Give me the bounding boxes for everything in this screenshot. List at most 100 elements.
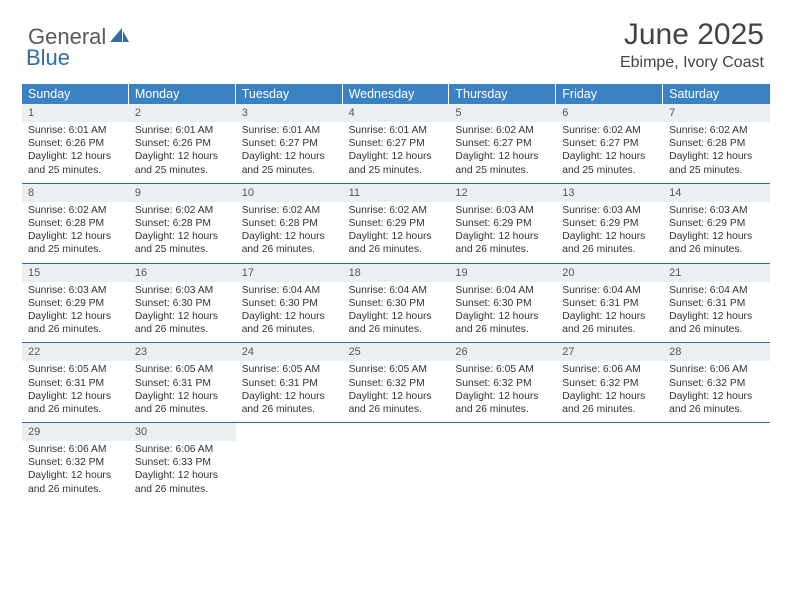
day-number: 7 (663, 104, 770, 122)
sunset-line: Sunset: 6:28 PM (28, 217, 123, 230)
calendar-row: 29Sunrise: 6:06 AMSunset: 6:32 PMDayligh… (22, 423, 770, 502)
calendar-cell-empty (343, 423, 450, 502)
daylight-line: Daylight: 12 hours and 25 minutes. (135, 230, 230, 256)
sunrise-line: Sunrise: 6:02 AM (135, 204, 230, 217)
calendar-cell: 8Sunrise: 6:02 AMSunset: 6:28 PMDaylight… (22, 184, 129, 263)
sunrise-line: Sunrise: 6:03 AM (135, 284, 230, 297)
sunrise-line: Sunrise: 6:04 AM (455, 284, 550, 297)
brand-sail-icon (108, 26, 130, 47)
day-number: 29 (22, 423, 129, 441)
daylight-line: Daylight: 12 hours and 25 minutes. (242, 150, 337, 176)
daylight-line: Daylight: 12 hours and 26 minutes. (28, 390, 123, 416)
daylight-line: Daylight: 12 hours and 26 minutes. (28, 469, 123, 495)
calendar-header-cell: Wednesday (343, 84, 450, 104)
sunrise-line: Sunrise: 6:03 AM (28, 284, 123, 297)
calendar-header-cell: Tuesday (236, 84, 343, 104)
sunrise-line: Sunrise: 6:02 AM (455, 124, 550, 137)
calendar-cell: 9Sunrise: 6:02 AMSunset: 6:28 PMDaylight… (129, 184, 236, 263)
cell-body: Sunrise: 6:05 AMSunset: 6:32 PMDaylight:… (449, 363, 556, 416)
daylight-line: Daylight: 12 hours and 26 minutes. (349, 310, 444, 336)
cell-body: Sunrise: 6:02 AMSunset: 6:29 PMDaylight:… (343, 204, 450, 257)
calendar-cell: 28Sunrise: 6:06 AMSunset: 6:32 PMDayligh… (663, 343, 770, 422)
daylight-line: Daylight: 12 hours and 26 minutes. (455, 230, 550, 256)
header: General Blue June 2025 Ebimpe, Ivory Coa… (0, 0, 792, 78)
sunset-line: Sunset: 6:28 PM (135, 217, 230, 230)
calendar-cell: 7Sunrise: 6:02 AMSunset: 6:28 PMDaylight… (663, 104, 770, 183)
calendar-row: 15Sunrise: 6:03 AMSunset: 6:29 PMDayligh… (22, 264, 770, 344)
day-number: 1 (22, 104, 129, 122)
daylight-line: Daylight: 12 hours and 25 minutes. (562, 150, 657, 176)
calendar-cell: 3Sunrise: 6:01 AMSunset: 6:27 PMDaylight… (236, 104, 343, 183)
day-number: 4 (343, 104, 450, 122)
sunrise-line: Sunrise: 6:02 AM (562, 124, 657, 137)
cell-body: Sunrise: 6:02 AMSunset: 6:27 PMDaylight:… (449, 124, 556, 177)
cell-body: Sunrise: 6:02 AMSunset: 6:28 PMDaylight:… (22, 204, 129, 257)
sunrise-line: Sunrise: 6:06 AM (135, 443, 230, 456)
calendar-cell: 24Sunrise: 6:05 AMSunset: 6:31 PMDayligh… (236, 343, 343, 422)
daylight-line: Daylight: 12 hours and 26 minutes. (562, 310, 657, 336)
daylight-line: Daylight: 12 hours and 26 minutes. (135, 310, 230, 336)
calendar-cell-empty (556, 423, 663, 502)
sunrise-line: Sunrise: 6:03 AM (669, 204, 764, 217)
sunset-line: Sunset: 6:31 PM (562, 297, 657, 310)
sunset-line: Sunset: 6:32 PM (28, 456, 123, 469)
calendar-cell: 20Sunrise: 6:04 AMSunset: 6:31 PMDayligh… (556, 264, 663, 343)
sunrise-line: Sunrise: 6:04 AM (669, 284, 764, 297)
sunrise-line: Sunrise: 6:05 AM (28, 363, 123, 376)
day-number: 6 (556, 104, 663, 122)
sunrise-line: Sunrise: 6:01 AM (135, 124, 230, 137)
calendar-cell: 21Sunrise: 6:04 AMSunset: 6:31 PMDayligh… (663, 264, 770, 343)
sunset-line: Sunset: 6:29 PM (562, 217, 657, 230)
cell-body: Sunrise: 6:04 AMSunset: 6:31 PMDaylight:… (556, 284, 663, 337)
sunset-line: Sunset: 6:27 PM (455, 137, 550, 150)
daylight-line: Daylight: 12 hours and 26 minutes. (135, 390, 230, 416)
day-number: 15 (22, 264, 129, 282)
calendar-cell: 27Sunrise: 6:06 AMSunset: 6:32 PMDayligh… (556, 343, 663, 422)
daylight-line: Daylight: 12 hours and 26 minutes. (669, 390, 764, 416)
calendar-cell: 11 Sunrise: 6:02 AMSunset: 6:29 PMDayligh… (343, 184, 450, 263)
day-number: 19 (449, 264, 556, 282)
day-number: 14 (663, 184, 770, 202)
calendar-cell: 10Sunrise: 6:02 AMSunset: 6:28 PMDayligh… (236, 184, 343, 263)
sunrise-line: Sunrise: 6:04 AM (242, 284, 337, 297)
sunrise-line: Sunrise: 6:01 AM (349, 124, 444, 137)
sunrise-line: Sunrise: 6:04 AM (562, 284, 657, 297)
cell-body: Sunrise: 6:02 AMSunset: 6:28 PMDaylight:… (236, 204, 343, 257)
daylight-line: Daylight: 12 hours and 25 minutes. (28, 230, 123, 256)
sunset-line: Sunset: 6:29 PM (28, 297, 123, 310)
day-number: 13 (556, 184, 663, 202)
cell-body: Sunrise: 6:06 AMSunset: 6:32 PMDaylight:… (556, 363, 663, 416)
cell-body: Sunrise: 6:01 AMSunset: 6:27 PMDaylight:… (343, 124, 450, 177)
sunrise-line: Sunrise: 6:03 AM (562, 204, 657, 217)
day-number: 11 (343, 184, 450, 202)
calendar-cell-empty (449, 423, 556, 502)
cell-body: Sunrise: 6:03 AMSunset: 6:29 PMDaylight:… (22, 284, 129, 337)
sunset-line: Sunset: 6:27 PM (242, 137, 337, 150)
brand-logo: General Blue (28, 18, 130, 69)
calendar-cell: 1Sunrise: 6:01 AMSunset: 6:26 PMDaylight… (22, 104, 129, 183)
cell-body: Sunrise: 6:05 AMSunset: 6:31 PMDaylight:… (236, 363, 343, 416)
day-number: 12 (449, 184, 556, 202)
cell-body: Sunrise: 6:04 AMSunset: 6:30 PMDaylight:… (236, 284, 343, 337)
title-block: June 2025 Ebimpe, Ivory Coast (620, 18, 764, 72)
daylight-line: Daylight: 12 hours and 26 minutes. (242, 230, 337, 256)
cell-body: Sunrise: 6:01 AMSunset: 6:26 PMDaylight:… (129, 124, 236, 177)
cell-body: Sunrise: 6:03 AMSunset: 6:29 PMDaylight:… (556, 204, 663, 257)
cell-body: Sunrise: 6:02 AMSunset: 6:27 PMDaylight:… (556, 124, 663, 177)
day-number: 26 (449, 343, 556, 361)
sunset-line: Sunset: 6:32 PM (349, 377, 444, 390)
cell-body: Sunrise: 6:05 AMSunset: 6:31 PMDaylight:… (129, 363, 236, 416)
calendar-header-cell: Sunday (22, 84, 129, 104)
sunset-line: Sunset: 6:29 PM (669, 217, 764, 230)
cell-body: Sunrise: 6:05 AMSunset: 6:31 PMDaylight:… (22, 363, 129, 416)
calendar-cell-empty (236, 423, 343, 502)
calendar-cell: 5Sunrise: 6:02 AMSunset: 6:27 PMDaylight… (449, 104, 556, 183)
daylight-line: Daylight: 12 hours and 26 minutes. (562, 390, 657, 416)
sunset-line: Sunset: 6:30 PM (455, 297, 550, 310)
sunset-line: Sunset: 6:32 PM (562, 377, 657, 390)
sunset-line: Sunset: 6:31 PM (242, 377, 337, 390)
daylight-line: Daylight: 12 hours and 25 minutes. (135, 150, 230, 176)
cell-body: Sunrise: 6:06 AMSunset: 6:32 PMDaylight:… (22, 443, 129, 496)
calendar-header-cell: Thursday (449, 84, 556, 104)
cell-body: Sunrise: 6:03 AMSunset: 6:29 PMDaylight:… (449, 204, 556, 257)
